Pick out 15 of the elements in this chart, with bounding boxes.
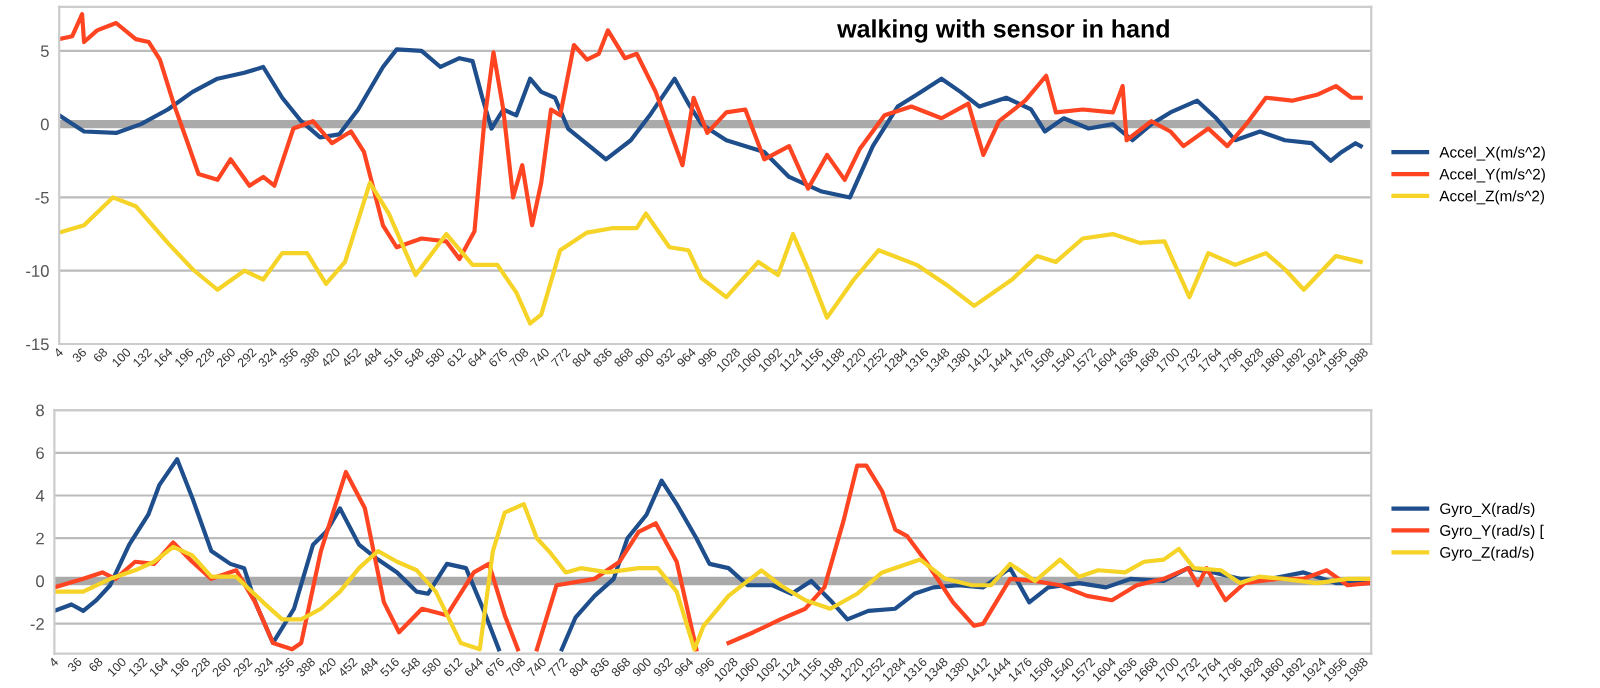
y-tick-label: 8 — [36, 404, 44, 417]
y-tick-label: 0 — [40, 118, 49, 131]
line-series — [59, 180, 1363, 326]
line-series — [59, 47, 1363, 200]
y-tick-label: 2 — [36, 532, 44, 545]
y-tick-label: 5 — [40, 45, 49, 58]
y-tick-label: -10 — [26, 265, 49, 277]
line-series — [59, 12, 1363, 262]
y-tick-label: 0 — [36, 575, 45, 588]
y-tick-label: -2 — [30, 618, 44, 630]
chart-title: walking with sensor in hand — [837, 19, 1169, 43]
y-tick-label: -5 — [35, 192, 49, 204]
y-tick-label: 6 — [36, 447, 44, 459]
y-tick-label: -15 — [26, 338, 49, 351]
y-tick-label: 4 — [35, 490, 45, 502]
